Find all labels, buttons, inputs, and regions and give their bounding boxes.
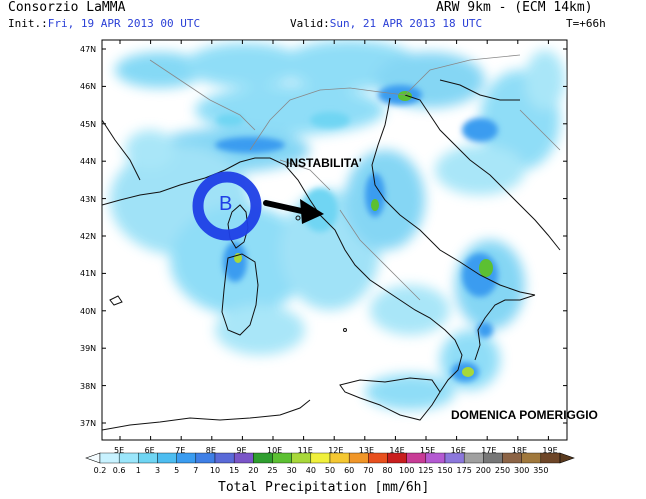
lat-label: 43N [80, 194, 97, 204]
colorbar-label: 200 [476, 466, 491, 475]
lat-label: 40N [80, 306, 97, 316]
colorbar-label: 0.2 [94, 466, 107, 475]
colorbar-title: Total Precipitation [mm/6h] [218, 480, 430, 495]
country-borders [149, 54, 561, 301]
lat-label: 46N [80, 82, 97, 92]
lat-label: 44N [80, 157, 97, 167]
model-label: ARW 9km - (ECM 14km) [436, 0, 593, 15]
colorbar-swatch [387, 452, 407, 464]
colorbar-label: 25 [267, 466, 277, 475]
init-label: Init.: [8, 17, 48, 30]
arrow-icon [263, 199, 324, 224]
lat-label: 47N [80, 45, 97, 54]
lat-label: 38N [80, 381, 97, 391]
lon-label: 11E [297, 446, 313, 455]
colorbar-left-arrow [85, 452, 101, 464]
colorbar-label: 7 [193, 466, 198, 475]
colorbar-swatch [406, 452, 427, 464]
colorbar-label: 20 [248, 466, 258, 475]
low-pressure-label: B [219, 193, 233, 215]
colorbar-swatch [329, 452, 350, 464]
colorbar-swatch [540, 452, 561, 464]
colorbar-swatch [463, 452, 484, 464]
colorbar-label: 125 [418, 466, 433, 475]
colorbar-swatch [118, 452, 139, 464]
colorbar-swatch [348, 452, 369, 464]
colorbar-label: 30 [287, 466, 297, 475]
colorbar-label: 250 [495, 466, 510, 475]
low-pressure-symbol [192, 171, 262, 241]
lon-label: 6E [144, 446, 155, 455]
valid-line: Valid:Sun, 21 APR 2013 18 UTC [290, 18, 482, 30]
lon-label: 13E [358, 446, 375, 455]
axis-ticks [102, 40, 567, 440]
colorbar-swatch [483, 452, 503, 464]
lon-label: 9E [236, 446, 247, 455]
lon-label: 5E [114, 446, 125, 455]
lon-label: 8E [205, 446, 216, 455]
lat-label: 42N [80, 232, 97, 241]
colorbar-label: 10 [210, 466, 220, 475]
colorbar-swatch [368, 452, 388, 464]
lon-label: 17E [481, 446, 497, 455]
colorbar-label: 1 [136, 466, 141, 475]
colorbar-swatch [272, 452, 292, 464]
colorbar-swatch [99, 452, 120, 464]
lon-label: 16E [450, 446, 466, 455]
colorbar-right-arrow [559, 452, 575, 464]
colorbar-label: 100 [399, 466, 414, 475]
lat-label: 41N [80, 269, 97, 279]
colorbar-label: 300 [514, 466, 529, 475]
colorbar-swatch [233, 452, 254, 464]
lon-label: 10E [267, 446, 283, 455]
lon-label: 7E [175, 446, 186, 455]
colorbar-label: 60 [344, 466, 354, 475]
init-value: Fri, 19 APR 2013 00 UTC [47, 17, 201, 30]
colorbar-swatch [195, 452, 216, 464]
colorbar-label: 80 [382, 466, 392, 475]
colorbar-swatch [176, 452, 197, 464]
colorbar-swatch [444, 452, 465, 464]
init-line: Init.:Fri, 19 APR 2013 00 UTC [8, 18, 200, 30]
lon-label: 18E [511, 446, 528, 455]
colorbar-label: 175 [457, 466, 472, 475]
lat-label: 45N [80, 119, 97, 129]
colorbar-swatch [214, 452, 235, 464]
colorbar-swatch [291, 452, 312, 464]
lon-label: 14E [389, 446, 405, 455]
colorbar-swatch [157, 452, 177, 464]
colorbar-swatch [521, 452, 542, 464]
instability-annotation: INSTABILITA' [286, 156, 362, 170]
colorbar-label: 40 [306, 466, 316, 475]
colorbar-label: 150 [437, 466, 452, 475]
coastlines [102, 79, 561, 431]
lead-time: T=+66h [566, 17, 606, 30]
colorbar-label: 3 [155, 466, 160, 475]
lat-label: 37N [80, 419, 97, 428]
colorbar-swatch [138, 452, 158, 464]
colorbar: 0.2 0.6 1 3 5 7 10 15 20 25 30 40 50 60 70 80 100 125 150 1… [85, 452, 575, 475]
valid-value: Sun, 21 APR 2013 18 UTC [329, 17, 483, 30]
org-title: Consorzio LaMMA [8, 0, 126, 15]
lon-label: 12E [328, 446, 344, 455]
lon-label: 15E [420, 446, 436, 455]
lon-label: 19E [542, 446, 558, 455]
colorbar-label: 350 [533, 466, 548, 475]
colorbar-swatch [502, 452, 522, 464]
valid-label: Valid: [290, 17, 330, 30]
lat-label: 39N [80, 344, 97, 354]
colorbar-label: 5 [174, 466, 179, 475]
colorbar-label: 70 [363, 466, 373, 475]
sunday-afternoon-annotation: DOMENICA POMERIGGIO [451, 408, 598, 422]
colorbar-swatch [253, 452, 273, 464]
colorbar-label: 0.6 [113, 466, 126, 475]
colorbar-swatch [425, 452, 446, 464]
colorbar-swatch [310, 452, 331, 464]
colorbar-label: 50 [325, 466, 335, 475]
colorbar-label: 15 [229, 466, 239, 475]
